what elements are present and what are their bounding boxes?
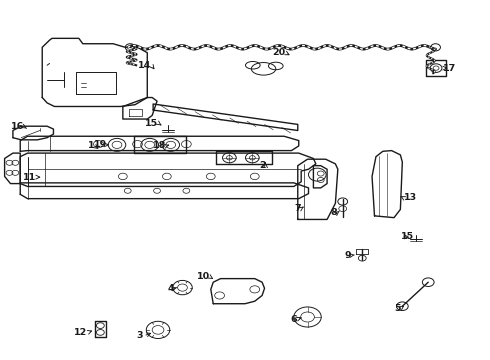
Text: 12: 12 [74, 328, 88, 337]
Text: 5: 5 [394, 304, 400, 313]
Text: 7: 7 [294, 204, 301, 213]
Text: 10: 10 [196, 272, 210, 281]
Text: 2: 2 [259, 161, 266, 170]
Text: 1: 1 [88, 141, 95, 150]
Text: 3: 3 [137, 332, 144, 341]
Text: 15: 15 [401, 232, 415, 241]
Text: 17: 17 [443, 64, 456, 73]
Text: 19: 19 [94, 140, 107, 149]
Text: 14: 14 [138, 61, 151, 70]
Text: 20: 20 [272, 48, 285, 57]
Text: 15: 15 [146, 119, 159, 128]
Text: 4: 4 [168, 284, 174, 293]
Text: 9: 9 [345, 251, 351, 260]
Text: 6: 6 [290, 315, 297, 324]
Text: 8: 8 [330, 208, 337, 217]
Text: 11: 11 [23, 173, 36, 182]
Text: 13: 13 [404, 193, 417, 202]
Text: 16: 16 [11, 122, 24, 131]
Text: 18: 18 [152, 141, 166, 150]
